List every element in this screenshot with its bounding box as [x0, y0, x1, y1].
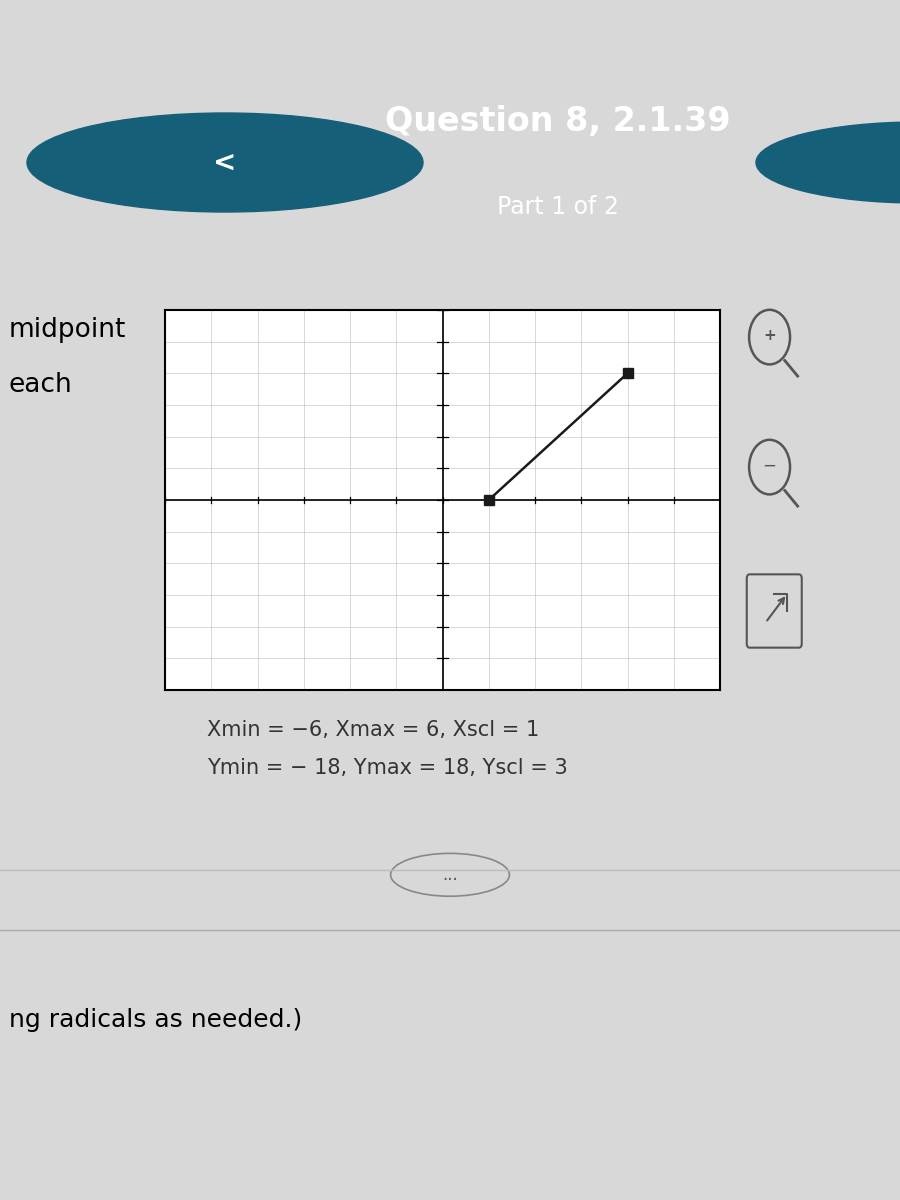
Text: −: − [762, 456, 777, 474]
Text: each: each [9, 372, 73, 398]
Text: <: < [213, 149, 237, 176]
Text: +: + [763, 328, 776, 343]
Text: Xmin = −6, Xmax = 6, Xscl = 1: Xmin = −6, Xmax = 6, Xscl = 1 [207, 720, 539, 740]
Text: midpoint: midpoint [9, 317, 126, 343]
Text: ...: ... [442, 866, 458, 883]
Circle shape [756, 122, 900, 203]
Circle shape [27, 113, 423, 212]
Text: Part 1 of 2: Part 1 of 2 [497, 196, 619, 220]
Text: Ymin = − 18, Ymax = 18, Yscl = 3: Ymin = − 18, Ymax = 18, Yscl = 3 [207, 758, 568, 778]
Text: Question 8, 2.1.39: Question 8, 2.1.39 [385, 106, 731, 138]
Text: ng radicals as needed.): ng radicals as needed.) [9, 1008, 302, 1032]
